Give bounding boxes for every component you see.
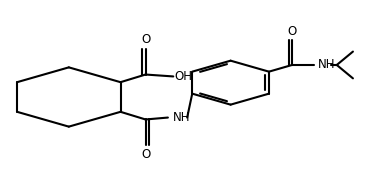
Text: NH: NH: [318, 58, 336, 71]
Text: NH: NH: [173, 111, 190, 124]
Text: O: O: [288, 25, 297, 38]
Text: O: O: [141, 148, 150, 161]
Text: OH: OH: [175, 70, 193, 83]
Text: O: O: [141, 33, 150, 46]
